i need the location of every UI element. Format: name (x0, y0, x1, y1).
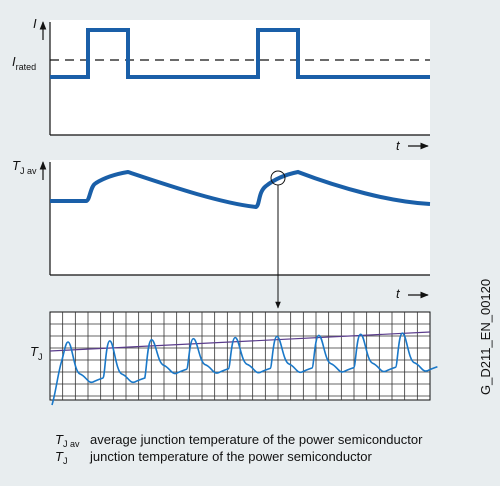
symbol: T (30, 344, 39, 359)
legend-symbol: TJ av (55, 432, 80, 449)
legend-symbol: TJ (55, 449, 67, 466)
legend-text: junction temperature of the power semico… (89, 449, 372, 464)
temp-axis-label: TJ (30, 344, 42, 362)
time-axis-label: t (396, 286, 401, 301)
legend-text: average junction temperature of the powe… (90, 432, 423, 447)
time-axis-label: t (396, 138, 401, 153)
avg-temp-axis-label: TJ av (12, 158, 37, 176)
symbol: T (55, 432, 64, 447)
symbol: T (12, 158, 21, 173)
subscript: J (38, 352, 43, 362)
legend: TJ av average junction temperature of th… (55, 432, 423, 466)
symbol: I (12, 54, 16, 69)
current-waveform (50, 28, 430, 79)
subscript: J av (20, 166, 37, 176)
figure-id: G_D211_EN_00120 (478, 279, 493, 395)
subscript: J av (63, 439, 80, 449)
subscript: rated (16, 62, 37, 72)
avg-temp-curve (50, 169, 431, 210)
current-axis-label: I (33, 16, 37, 31)
symbol: T (55, 449, 64, 464)
rated-current-label: Irated (12, 54, 36, 72)
temp-curve (51, 332, 438, 406)
subscript: J (63, 456, 68, 466)
panel-avg-temp (50, 160, 430, 275)
